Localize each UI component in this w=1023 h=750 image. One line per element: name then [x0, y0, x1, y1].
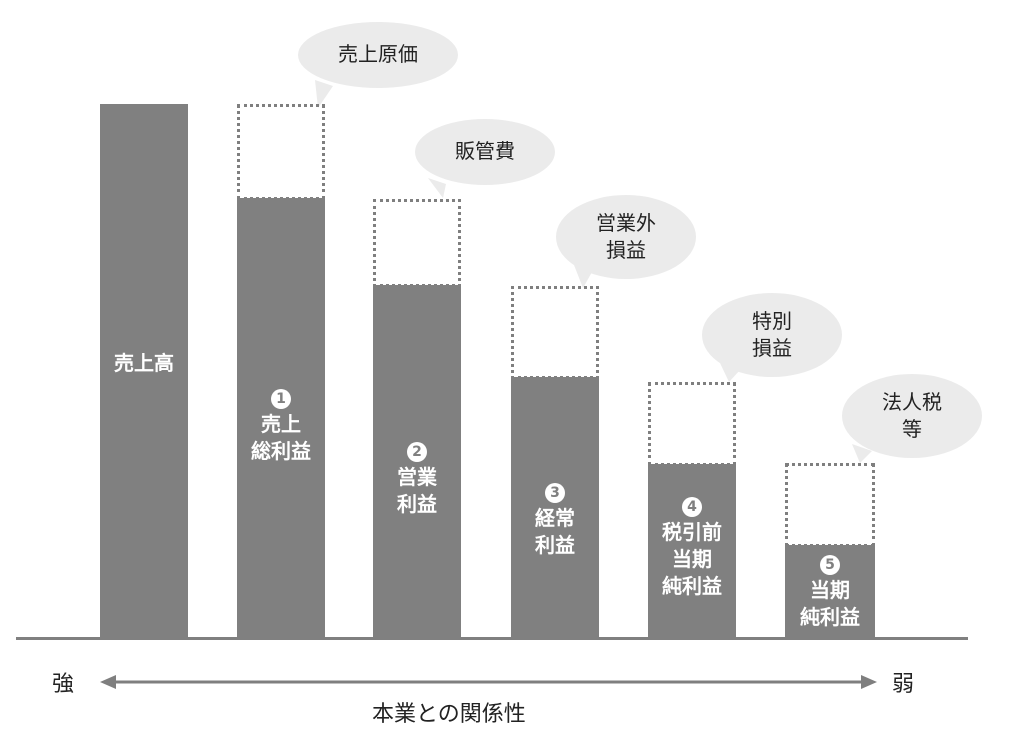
bubble-text-line: 営業外 — [596, 211, 656, 235]
bubble-uriage-genka — [298, 22, 458, 88]
strong-label: 強 — [52, 672, 75, 697]
bar-label-line: 純利益 — [800, 605, 860, 629]
bubble-text-line: 損益 — [752, 336, 792, 360]
bar-touki-junrieki-label: 5 当期純利益 — [785, 549, 875, 631]
bubble-tokubetsu-soneki-text: 特別 損益 — [702, 308, 842, 362]
bubble-houjinzei-text: 法人税等 — [842, 389, 982, 443]
bar-keijou-rieki — [511, 377, 599, 638]
bubble-tokubetsu-soneki-tail — [720, 363, 740, 382]
weak-label: 弱 — [892, 672, 915, 697]
bar-zeibikimae-junrieki-label: 4 税引前当期純利益 — [648, 491, 736, 600]
bar-uriagedaka — [100, 104, 188, 638]
step-number-badge: 1 — [271, 389, 291, 409]
bar-keijou-rieki-label: 3 経常利益 — [511, 477, 599, 559]
bubble-text-line: 法人税 — [882, 390, 942, 414]
bubble-hankanhi-tail — [428, 178, 446, 198]
bubble-houjinzei-tail — [852, 444, 872, 463]
bar-label-line: 営業 — [397, 465, 437, 489]
bar-label-line: 総利益 — [251, 439, 311, 463]
bubble-text-line: 等 — [902, 417, 922, 441]
bar-label-line: 純利益 — [662, 574, 722, 598]
bubble-tokubetsu-soneki — [702, 293, 842, 377]
bar-zeibikimae-junrieki — [648, 464, 736, 638]
baseline — [16, 637, 968, 640]
bubble-text-line: 損益 — [606, 238, 646, 262]
bubble-eigyougai-soneki — [556, 195, 696, 279]
bubble-eigyougai-soneki-text: 営業外 損益 — [556, 210, 696, 264]
bar-label-line: 税引前 — [662, 520, 722, 544]
bar-label-line: 利益 — [535, 533, 575, 557]
bubble-eigyougai-soneki-tail — [574, 265, 592, 288]
bubble-text-line: 特別 — [752, 309, 792, 333]
bar-uriage-sourieki — [237, 198, 325, 638]
bar-label-line: 利益 — [397, 492, 437, 516]
bar-label-line: 売上 — [261, 412, 301, 436]
step-number-badge: 3 — [545, 483, 565, 503]
bar-label-line: 経常 — [535, 506, 575, 530]
bubble-uriage-genka-tail — [315, 80, 333, 108]
step-number-badge: 4 — [682, 497, 702, 517]
bar-label-line: 当期 — [672, 547, 712, 571]
bubble-text-line: 販管費 — [455, 139, 515, 163]
bar-uriagedaka-label: 売上高 — [100, 350, 188, 377]
bar-label-line: 売上高 — [114, 351, 174, 375]
axis-title: 本業との関係性 — [372, 702, 526, 727]
bubble-uriage-genka-text: 売上原価 — [298, 41, 458, 68]
bubble-houjinzei — [842, 374, 982, 458]
bubble-hankanhi — [415, 119, 555, 185]
step-number-badge: 5 — [820, 555, 840, 575]
bubble-text-line: 売上原価 — [338, 42, 418, 66]
bar-uriage-sourieki-label: 1 売上総利益 — [237, 383, 325, 465]
step-number-badge: 2 — [407, 442, 427, 462]
bar-eigyou-rieki-label: 2 営業利益 — [373, 436, 461, 518]
bubble-hankanhi-text: 販管費 — [415, 138, 555, 165]
bar-label-line: 当期 — [810, 578, 850, 602]
